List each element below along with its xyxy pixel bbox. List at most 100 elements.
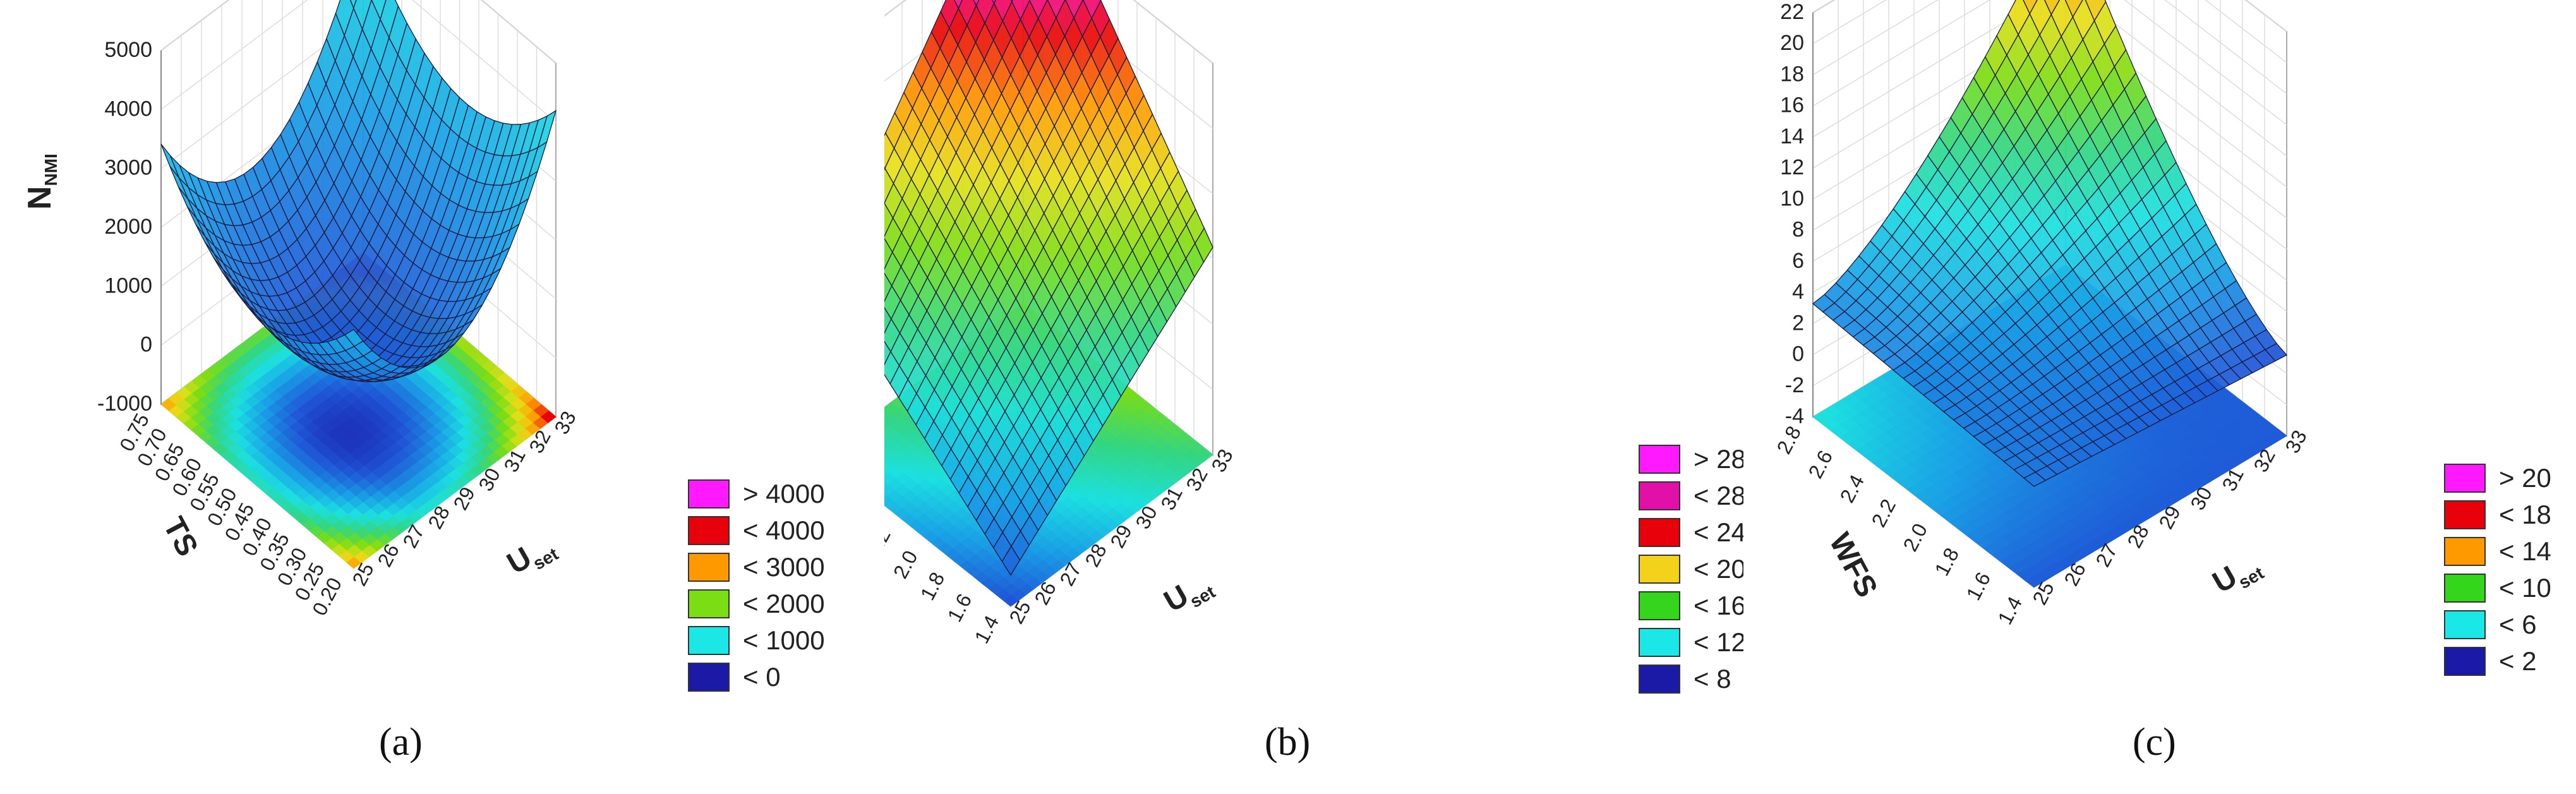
z-tick-label: -1000 [97, 392, 152, 416]
surface-cell [953, 0, 963, 9]
surface-mesh [160, 0, 557, 383]
floor-cell [884, 481, 889, 487]
z-tick-label: 4000 [104, 97, 152, 121]
surface-plot-b: 2824201612842526272829303132331.41.61.82… [884, 0, 1743, 694]
legend-label: < 14 [2499, 536, 2551, 566]
surface-cell [1001, 545, 1021, 576]
y-tick-label: 2.4 [1836, 471, 1869, 507]
z-tick-label: 6 [1792, 249, 1804, 273]
z-tick-label: 12 [1780, 155, 1804, 179]
z-tick-label: 20 [1780, 31, 1804, 55]
z-tick-label: 1000 [104, 274, 152, 298]
z-tick-label: 0 [1792, 342, 1804, 366]
x-tick-label: 33 [550, 407, 580, 438]
wall-gridline [1812, 0, 2287, 63]
legend-label: < 12 [1694, 627, 1743, 657]
legend-swatch [1639, 481, 1680, 510]
wall-gridline [160, 0, 557, 64]
surface-cell [2023, 471, 2047, 487]
floor-cell [884, 469, 889, 476]
surface-cell [344, 328, 364, 347]
floor-cell [884, 493, 888, 498]
z-tick-label: 5000 [104, 38, 152, 62]
legend-swatch [1639, 628, 1680, 657]
z-tick-label: 10 [1780, 186, 1804, 210]
wall-gridline [884, 0, 1213, 129]
caption-b: (b) [1265, 721, 1311, 764]
wall-gridline [1812, 0, 2287, 157]
surface-plot-c: 2220181614121086420-2-425262728293031323… [1773, 0, 2551, 676]
floor-cell [884, 408, 891, 419]
floor-cell [884, 457, 889, 465]
legend-swatch [2444, 610, 2486, 639]
surface-cell [349, 0, 357, 10]
legend-label: < 6 [2499, 610, 2537, 639]
y-tick-label: 2.2 [884, 525, 895, 560]
z-tick-label: 3000 [104, 156, 152, 180]
legend-label: > 20 [2499, 463, 2551, 493]
floor-cell [884, 432, 891, 442]
legend-label: < 28 [1694, 481, 1743, 510]
legend-label: < 3000 [743, 552, 825, 582]
y-tick-label: 1.8 [916, 568, 949, 604]
legend-label: < 4000 [743, 515, 825, 545]
floor-cell [884, 444, 890, 454]
y-tick-label: 2.0 [889, 547, 922, 582]
legend-label: < 18 [2499, 500, 2551, 529]
z-tick-label: 2 [1792, 311, 1804, 335]
legend-label: < 24 [1694, 517, 1743, 547]
legend-swatch [1639, 555, 1680, 584]
legend-swatch [2444, 537, 2486, 566]
legend: > 20 < 18 < 14 < 10 < 6 < 2 [2444, 463, 2551, 676]
caption-c: (c) [2133, 721, 2176, 764]
y-tick-label: 1.4 [970, 611, 1004, 647]
legend-label: < 20 [1694, 554, 1743, 584]
legend: > 4000 < 4000 < 3000 < 2000 < 1000 < 0 [688, 479, 825, 692]
y-tick-label: 1.6 [1962, 568, 1995, 604]
surface-mesh [1812, 0, 2288, 487]
z-tick-label: 2000 [104, 215, 152, 239]
legend-label: < 0 [743, 662, 781, 692]
floor-cell [884, 420, 891, 431]
legend-swatch [2444, 464, 2486, 493]
legend-swatch [688, 663, 730, 692]
surface-cell [2023, 0, 2038, 15]
x-tick-label: 33 [2280, 426, 2311, 457]
legend-swatch [2444, 574, 2486, 603]
legend-swatch [1639, 591, 1680, 620]
z-tick-label: 0 [140, 333, 152, 357]
legend-swatch [1639, 665, 1680, 694]
surface-mesh [884, 0, 1213, 576]
legend-label: < 10 [2499, 573, 2551, 603]
y-axis-title: TS [157, 512, 205, 562]
legend-label: < 1000 [743, 625, 825, 655]
legend-swatch [688, 626, 730, 655]
wall-gridline [884, 0, 1213, 64]
y-tick-label: 2.2 [1867, 495, 1901, 531]
legend-swatch [688, 553, 730, 582]
legend-label: < 16 [1694, 591, 1743, 620]
y-tick-label: 1.6 [943, 590, 977, 625]
legend-swatch [688, 589, 730, 618]
z-tick-label: 14 [1780, 124, 1804, 148]
caption-a: (a) [379, 721, 423, 764]
x-axis-title: Uset [1159, 566, 1219, 623]
surface-cell [973, 0, 980, 7]
legend-label: < 2 [2499, 646, 2537, 676]
x-tick-label: 33 [1207, 445, 1237, 476]
legend-swatch [688, 479, 730, 508]
legend-swatch [688, 516, 730, 545]
y-tick-label: 2.6 [1804, 447, 1838, 482]
legend-label: < 8 [1694, 664, 1731, 694]
wall-gridline [160, 0, 557, 123]
legend-label: < 2000 [743, 589, 825, 618]
surface-plot-a: 500040003000200010000-100025262728293031… [21, 0, 825, 692]
z-tick-label: -4 [1785, 404, 1804, 428]
legend-swatch [1639, 518, 1680, 547]
legend-swatch [2444, 500, 2486, 529]
wall-gridline [1812, 0, 2287, 126]
z-axis-title: NNMI [21, 153, 61, 210]
wall-gridline [1812, 0, 2287, 95]
x-axis-title: Uset [502, 528, 562, 585]
